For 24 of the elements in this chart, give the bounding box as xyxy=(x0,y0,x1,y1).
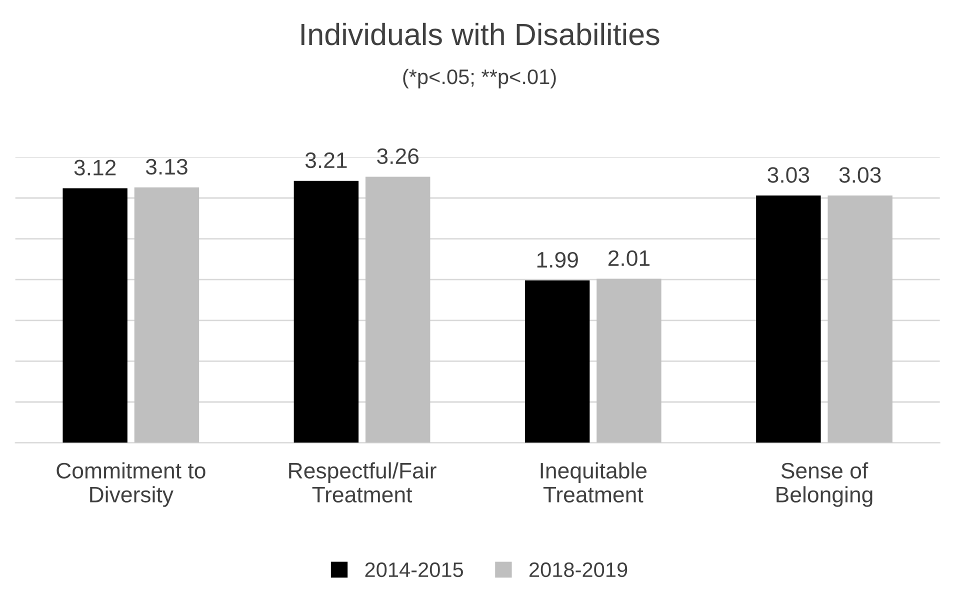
data-label: 1.99 xyxy=(537,252,578,268)
legend-label: 2014-2015 xyxy=(365,562,464,578)
data-label: 3.21 xyxy=(305,152,347,168)
bar xyxy=(134,187,200,443)
chart-subtitle: (*p<.05; **p<.01) xyxy=(403,68,556,88)
data-label: 3.03 xyxy=(839,167,881,183)
bar xyxy=(828,196,892,443)
bar xyxy=(294,180,359,443)
bar xyxy=(596,278,662,443)
data-label: 3.13 xyxy=(146,158,188,175)
data-label: 3.12 xyxy=(74,160,116,176)
bar xyxy=(524,280,590,443)
legend-label: 2018-2019 xyxy=(530,562,628,578)
bar xyxy=(756,196,821,443)
x-tick-label: Respectful/Fair Treatment xyxy=(289,462,436,503)
data-label: 3.26 xyxy=(377,148,418,164)
bar xyxy=(365,176,430,443)
data-label: 3.03 xyxy=(768,167,810,183)
data-label: 2.01 xyxy=(608,250,650,266)
chart-title: Individuals with Disabilities xyxy=(301,22,660,46)
bar xyxy=(62,188,128,443)
x-tick-label: Inequitable Treatment xyxy=(540,462,647,503)
x-tick-label: Sense of Belonging xyxy=(776,462,872,507)
x-tick-label: Commitment to Diversity xyxy=(56,462,206,507)
